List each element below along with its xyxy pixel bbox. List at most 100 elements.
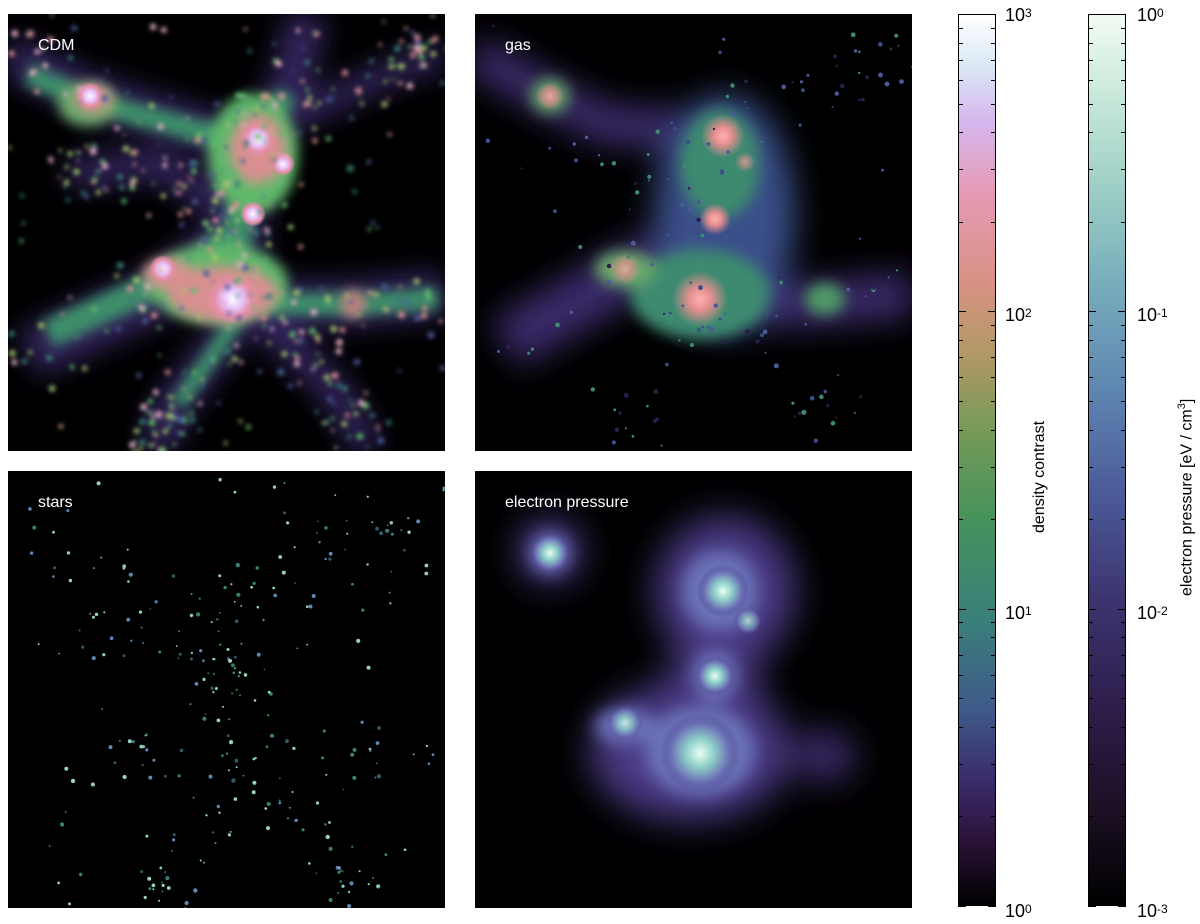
cdm-subhalo (91, 306, 97, 312)
star-particle (231, 778, 236, 783)
colorbar-tick (958, 377, 963, 378)
cdm-subhalo (8, 145, 12, 150)
cdm-subhalo (260, 314, 267, 321)
cdm-subhalo (152, 389, 159, 396)
cdm-subhalo (48, 156, 53, 162)
star-particle (29, 551, 34, 555)
cdm-subhalo (47, 36, 54, 43)
cdm-subhalo (226, 243, 232, 249)
cdm-subhalo (398, 81, 403, 86)
cdm-subhalo (203, 270, 210, 277)
star-particle (166, 886, 171, 890)
colorbar-tick (958, 325, 963, 326)
star-particle (189, 613, 194, 618)
star-particle (243, 673, 248, 677)
gas-clump (726, 150, 730, 155)
cdm-subhalo (424, 64, 428, 68)
cdm-subhalo (154, 434, 159, 438)
star-particle (141, 641, 145, 645)
cdm-subhalo (222, 181, 229, 189)
gas-clump (724, 312, 727, 315)
cdm-subhalo (325, 300, 332, 306)
star-particle (318, 541, 321, 544)
pressure-colorbar (1088, 14, 1126, 906)
cdm-subhalo (125, 91, 130, 95)
cdm-subhalo (85, 144, 89, 149)
star-particle (164, 871, 166, 873)
cdm-subhalo (304, 59, 310, 66)
cdm-subhalo (297, 131, 302, 135)
star-particle (151, 883, 156, 888)
cdm-subhalo (310, 308, 318, 316)
star-particle (215, 618, 219, 621)
cdm-subhalo (63, 184, 67, 189)
density-tick-label-100: 102 (1005, 305, 1032, 325)
cdm-subhalo (49, 74, 54, 79)
cdm-subhalo (406, 82, 414, 90)
cdm-subhalo (146, 213, 151, 218)
cdm-subhalo (27, 30, 34, 38)
cdm-subhalo (214, 101, 220, 107)
colorbar-tick (958, 727, 963, 728)
gas-clump (777, 276, 780, 279)
gas-clump (670, 121, 673, 125)
cdm-subhalo (169, 402, 174, 407)
star-particle (138, 610, 143, 614)
cdm-subhalo (143, 304, 148, 309)
cdm-subhalo (386, 419, 392, 426)
star-particle (177, 657, 180, 660)
cdm-subhalo (242, 140, 249, 147)
cdm-subhalo (430, 51, 437, 57)
colorbar-tick (1121, 60, 1126, 61)
cdm-subhalo (155, 411, 163, 418)
star-particle (400, 529, 403, 532)
star-particle (57, 881, 61, 885)
colorbar-tick (1088, 655, 1093, 656)
cdm-subhalo (388, 56, 394, 62)
star-particle (198, 597, 201, 600)
cdm-subhalo (240, 158, 246, 164)
cdm-subhalo (347, 434, 352, 440)
gas-clump (881, 168, 884, 172)
star-particle (431, 753, 435, 756)
cdm-subhalo (226, 234, 232, 240)
cdm-subhalo (241, 264, 249, 271)
cdm-subhalo (116, 261, 124, 269)
cdm-subhalo (348, 398, 352, 402)
cdm-subhalo (175, 415, 183, 422)
gas-clump (858, 71, 861, 75)
cdm-subhalo (332, 96, 335, 99)
cdm-subhalo (151, 182, 155, 186)
cdm-subhalo (232, 201, 240, 209)
gas-clump (689, 281, 693, 284)
panel-label-electron-pressure: electron pressure (505, 494, 629, 511)
gas-density-image (475, 14, 912, 451)
cdm-subhalo (133, 428, 140, 434)
cdm-subhalo (280, 372, 284, 376)
cdm-subhalo (200, 377, 205, 382)
star-particle (131, 740, 135, 744)
gas-clump (806, 73, 810, 77)
cdm-subhalo (326, 96, 333, 103)
star-particle (196, 612, 201, 617)
gas-clump (492, 24, 495, 28)
gas-clump (572, 142, 576, 146)
star-particle (218, 612, 221, 614)
star-particle (272, 485, 277, 489)
cdm-subhalo (129, 185, 136, 191)
star-particle (328, 846, 333, 851)
star-particle (223, 585, 227, 590)
density-tick-label-1000: 103 (1005, 5, 1032, 25)
cdm-subhalo (357, 399, 365, 406)
gas-clump (613, 408, 617, 412)
cdm-subhalo (189, 417, 196, 423)
cdm-subhalo (63, 92, 68, 97)
colorbar-tick (1088, 60, 1093, 61)
cdm-subhalo (185, 137, 190, 141)
cdm-subhalo (178, 163, 183, 168)
star-particle (315, 872, 318, 875)
colorbar-tick (991, 675, 996, 676)
gas-clump (894, 33, 899, 38)
cdm-subhalo (252, 268, 256, 272)
cdm-subhalo (89, 147, 97, 155)
